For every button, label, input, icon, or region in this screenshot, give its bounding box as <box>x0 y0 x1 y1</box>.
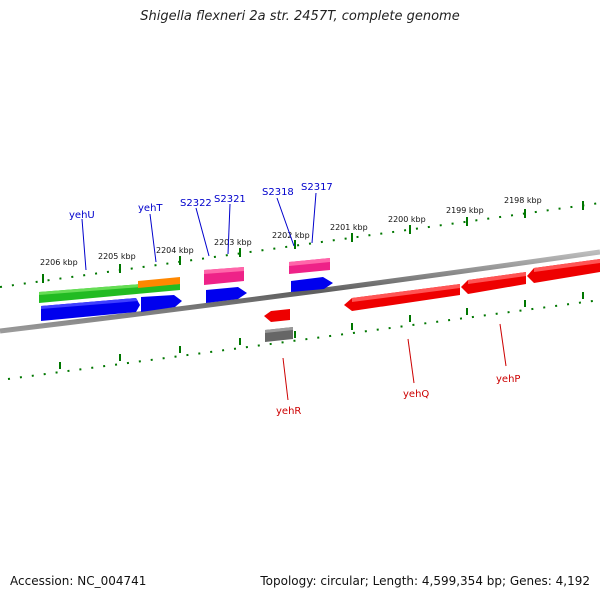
tick-label: 2199 kbp <box>446 206 484 215</box>
reverse-features <box>264 259 600 342</box>
tick-label: 2204 kbp <box>156 246 194 255</box>
forward-features <box>39 258 333 321</box>
gene-label-yehQ[interactable]: yehQ <box>403 389 429 400</box>
tick-label: 2200 kbp <box>388 215 426 224</box>
tick-label: 2205 kbp <box>98 252 136 261</box>
tick-label: 2206 kbp <box>40 258 78 267</box>
accession-label: Accession: NC_004741 <box>10 574 147 588</box>
gene-label-yehR[interactable]: yehR <box>276 406 301 417</box>
gene-label-S2321[interactable]: S2321 <box>214 194 246 205</box>
gene-label-yehP[interactable]: yehP <box>496 374 520 385</box>
reverse-gene-labels <box>282 323 507 401</box>
gene-label-yehU[interactable]: yehU <box>69 210 95 221</box>
ruler-outer <box>0 202 600 288</box>
gene-label-S2317[interactable]: S2317 <box>301 182 333 193</box>
cds-feature-blue[interactable] <box>41 298 140 321</box>
genome-backbone <box>0 249 600 334</box>
cds-feature-blue[interactable] <box>141 295 182 312</box>
page-title: Shigella flexneri 2a str. 2457T, complet… <box>140 9 460 24</box>
forward-gene-labels <box>81 192 317 271</box>
tick-label: 2201 kbp <box>330 223 368 232</box>
gene-label-S2322[interactable]: S2322 <box>180 198 212 209</box>
genome-summary: Topology: circular; Length: 4,599,354 bp… <box>260 574 590 588</box>
ruler-major-ticks <box>42 201 584 369</box>
gene-feature-orange[interactable] <box>138 277 180 288</box>
cds-feature-blue[interactable] <box>206 287 247 303</box>
tick-label: 2202 kbp <box>272 231 310 240</box>
cds-feature-red[interactable] <box>264 309 290 322</box>
tick-label: 2198 kbp <box>504 196 542 205</box>
cds-feature-blue[interactable] <box>291 277 333 292</box>
gene-label-yehT[interactable]: yehT <box>138 203 163 214</box>
tick-label: 2203 kbp <box>214 238 252 247</box>
gene-label-S2318[interactable]: S2318 <box>262 187 294 198</box>
